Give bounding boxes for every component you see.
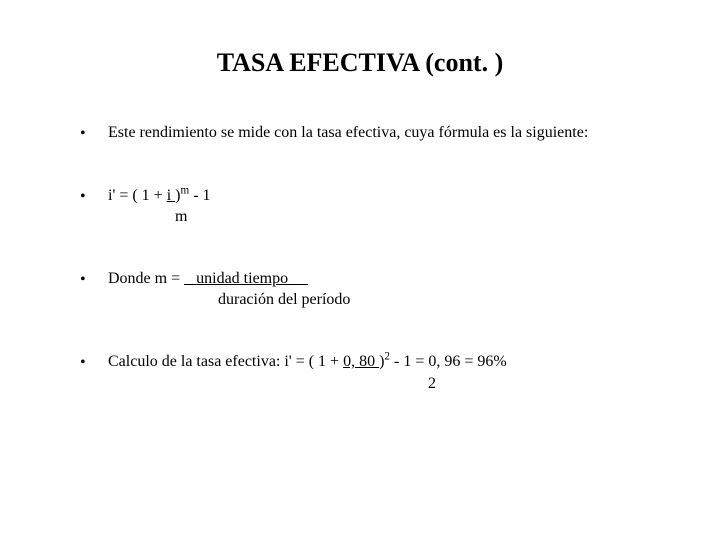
calculo-numerator: 0, 80 [343, 353, 379, 370]
formula-numerator: i [167, 187, 175, 204]
calculo-line-1: Calculo de la tasa efectiva: i' = ( 1 + … [108, 351, 664, 373]
bullet-marker: • [80, 185, 108, 208]
formula-prefix: i' = ( 1 + [108, 187, 167, 204]
bullet-1-text: Este rendimiento se mide con la tasa efe… [108, 122, 664, 144]
slide-title: TASA EFECTIVA (cont. ) [56, 48, 664, 78]
formula-exponent: m [180, 184, 189, 196]
underline-pad-right [288, 270, 308, 287]
bullet-marker: • [80, 351, 108, 374]
bullet-4-content: Calculo de la tasa efectiva: i' = ( 1 + … [108, 351, 664, 394]
calculo-prefix: Calculo de la tasa efectiva: i' = ( 1 + [108, 353, 343, 370]
bullet-1: • Este rendimiento se mide con la tasa e… [80, 122, 664, 145]
bullet-2-content: i' = ( 1 + i )m - 1 m [108, 185, 664, 228]
donde-prefix: Donde m = [108, 270, 184, 287]
formula-line-1: i' = ( 1 + i )m - 1 [108, 185, 664, 207]
bullet-marker: • [80, 268, 108, 291]
donde-numerator: unidad tiempo [196, 270, 288, 287]
bullet-4: • Calculo de la tasa efectiva: i' = ( 1 … [80, 351, 664, 394]
bullet-list: • Este rendimiento se mide con la tasa e… [56, 122, 664, 394]
bullet-3-content: Donde m = unidad tiempo duración del per… [108, 268, 664, 311]
donde-line-1: Donde m = unidad tiempo [108, 268, 664, 290]
formula-suffix: - 1 [189, 187, 210, 204]
underline-pad-left [184, 270, 196, 287]
formula-denominator: m [108, 206, 664, 228]
donde-denominator: duración del período [108, 289, 664, 311]
calculo-denominator: 2 [108, 373, 664, 395]
bullet-3: • Donde m = unidad tiempo duración del p… [80, 268, 664, 311]
calculo-suffix: - 1 = 0, 96 = 96% [390, 353, 507, 370]
bullet-2: • i' = ( 1 + i )m - 1 m [80, 185, 664, 228]
bullet-marker: • [80, 122, 108, 145]
